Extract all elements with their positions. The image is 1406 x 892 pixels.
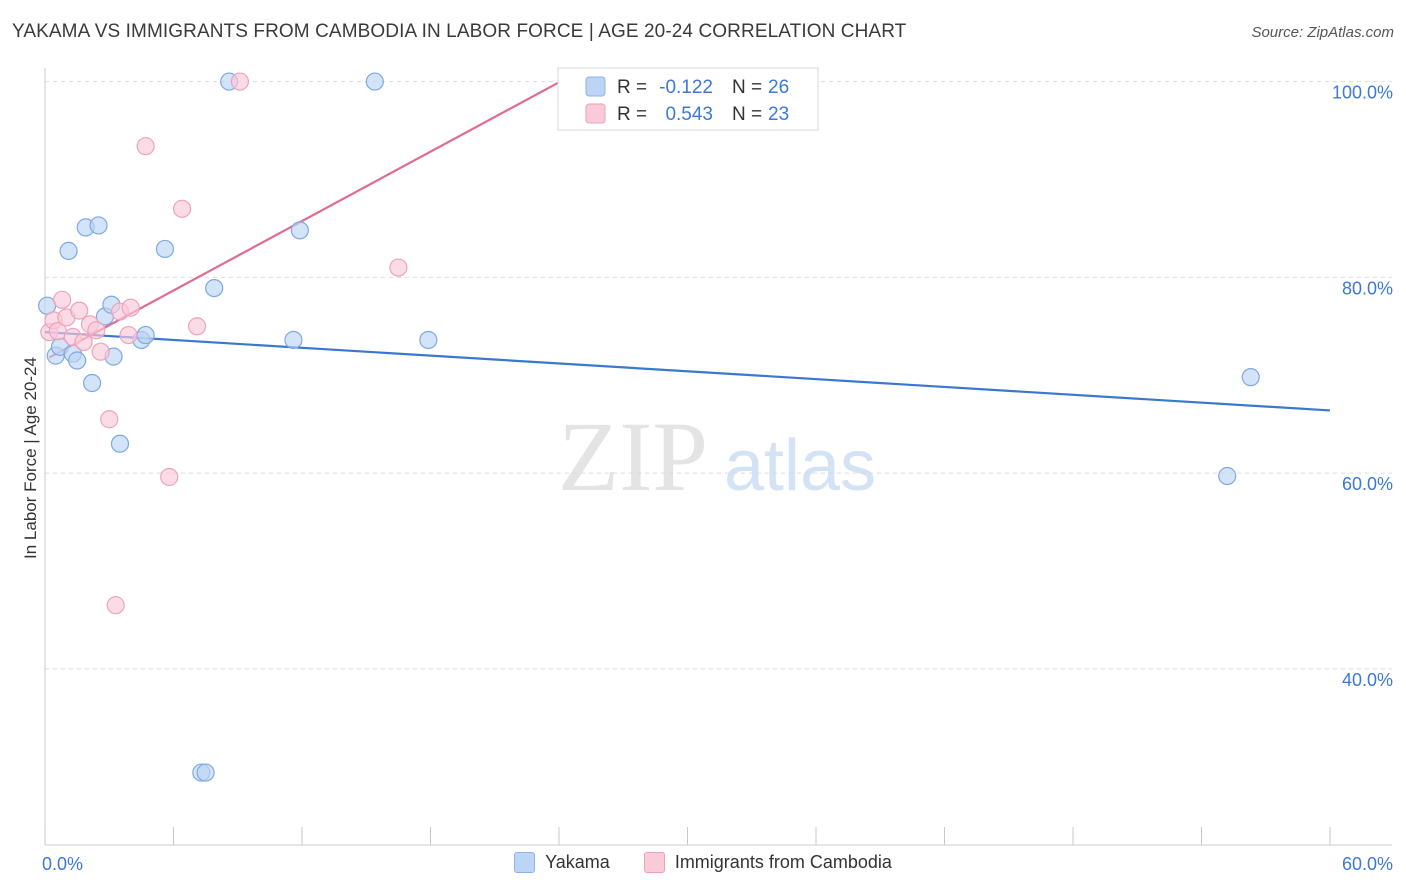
point-cambodia bbox=[87, 321, 106, 340]
point-yakama bbox=[68, 351, 87, 370]
point-yakama bbox=[155, 239, 175, 259]
axes bbox=[44, 68, 1392, 846]
legend-label-yakama: Yakama bbox=[545, 852, 610, 872]
point-cambodia bbox=[53, 290, 72, 309]
legend-top-swatch bbox=[585, 103, 606, 124]
watermark-atlas: atlas bbox=[724, 426, 876, 506]
point-cambodia bbox=[187, 317, 207, 336]
point-cambodia bbox=[136, 137, 155, 156]
point-yakama bbox=[110, 434, 130, 453]
x-tick-label: 60.0% bbox=[1342, 854, 1393, 874]
point-cambodia bbox=[70, 301, 89, 320]
series-legend: Yakama Immigrants from Cambodia bbox=[0, 852, 1406, 873]
legend-top-swatch bbox=[585, 76, 606, 97]
legend-item-yakama[interactable]: Yakama bbox=[514, 852, 610, 873]
source-note: Source: ZipAtlas.com bbox=[1251, 24, 1394, 41]
point-yakama bbox=[59, 241, 78, 260]
legend-r-label: R = bbox=[617, 104, 647, 125]
trend-line-yakama bbox=[44, 331, 1331, 412]
point-cambodia bbox=[91, 342, 110, 361]
legend-swatch-yakama bbox=[514, 852, 536, 873]
point-yakama bbox=[284, 330, 303, 350]
legend-n-label: N = bbox=[732, 104, 762, 125]
y-tick-label: 80.0% bbox=[1342, 278, 1393, 298]
correlation-legend: R = -0.122 N = 26 R = 0.543 N = 23 bbox=[557, 67, 819, 131]
chart-title: YAKAMA VS IMMIGRANTS FROM CAMBODIA IN LA… bbox=[12, 21, 907, 42]
point-yakama bbox=[365, 72, 384, 91]
legend-r-label: R = bbox=[617, 77, 647, 98]
point-cambodia bbox=[389, 258, 408, 277]
point-yakama bbox=[290, 221, 309, 240]
legend-r-value: -0.122 bbox=[659, 77, 713, 98]
point-cambodia bbox=[230, 72, 249, 91]
y-tick-label: 100.0% bbox=[1332, 83, 1393, 103]
point-cambodia bbox=[160, 467, 179, 487]
data-points bbox=[38, 72, 1260, 782]
point-cambodia bbox=[121, 298, 140, 317]
watermark: ZIP atlas bbox=[558, 401, 876, 512]
legend-n-label: N = bbox=[732, 77, 762, 98]
point-yakama bbox=[1218, 466, 1237, 486]
point-cambodia bbox=[172, 199, 192, 218]
x-tick-label: 0.0% bbox=[42, 854, 83, 874]
tick-labels: 40.0% 60.0% 80.0% 100.0% 0.0% 60.0% bbox=[42, 83, 1393, 874]
legend-r-value: 0.543 bbox=[665, 104, 713, 125]
point-yakama bbox=[83, 373, 102, 393]
point-cambodia bbox=[106, 596, 125, 615]
legend-swatch-cambodia bbox=[643, 852, 665, 873]
legend-label-cambodia: Immigrants from Cambodia bbox=[674, 852, 892, 872]
legend-n-value: 23 bbox=[768, 104, 789, 125]
legend-n-value: 26 bbox=[768, 77, 789, 98]
y-tick-label: 40.0% bbox=[1342, 670, 1393, 690]
point-yakama bbox=[196, 763, 215, 782]
point-yakama bbox=[1241, 368, 1260, 387]
gridlines bbox=[45, 81, 1392, 670]
point-yakama bbox=[89, 216, 108, 235]
legend-item-cambodia[interactable]: Immigrants from Cambodia bbox=[643, 852, 892, 873]
watermark-zip: ZIP bbox=[558, 401, 708, 512]
point-yakama bbox=[205, 278, 224, 298]
point-cambodia bbox=[119, 325, 138, 345]
point-yakama bbox=[136, 325, 155, 345]
point-yakama bbox=[419, 330, 438, 350]
point-cambodia bbox=[100, 410, 119, 429]
point-cambodia bbox=[74, 332, 93, 352]
y-tick-label: 60.0% bbox=[1342, 474, 1393, 494]
